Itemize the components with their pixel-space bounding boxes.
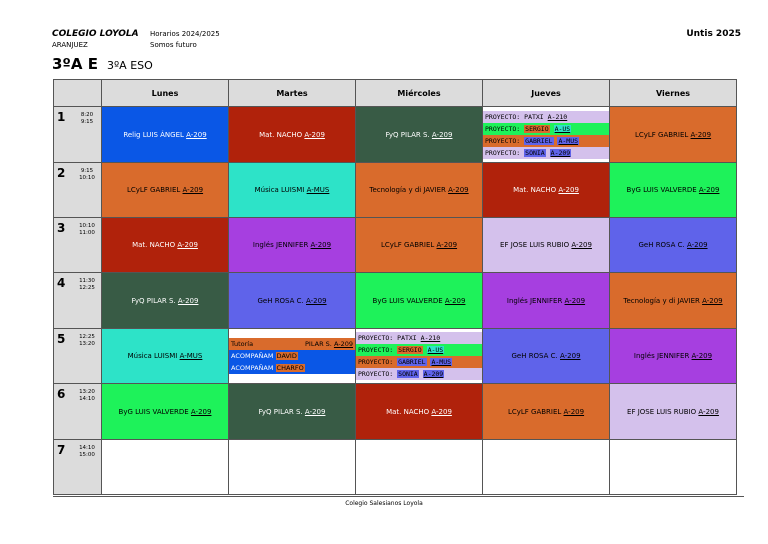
lesson-cell[interactable]: Mat. NACHO A-209 <box>101 217 229 273</box>
period-time: 11:30 12:25 <box>79 278 95 291</box>
empty-cell <box>482 439 610 495</box>
project-line: PROYECTO: SONIA A-209 <box>356 368 482 380</box>
project-line: PROYECTO: GABRIEL A-MUS <box>483 134 609 147</box>
period-number: 6 <box>57 387 66 401</box>
lesson-cell[interactable]: FyQ PILAR S. A-209 <box>101 272 229 329</box>
school-town: ARANJUEZ <box>52 41 88 49</box>
lesson-cell[interactable]: EF JOSE LUIS RUBIO A-209 <box>609 383 737 440</box>
project-line: PROYECTO: GABRIEL A-MUS <box>356 356 482 368</box>
empty-cell <box>609 439 737 495</box>
lesson-cell[interactable]: Inglés JENNIFER A-209 <box>228 217 356 273</box>
lesson-cell[interactable]: GeH ROSA C. A-209 <box>609 217 737 273</box>
lesson-cell[interactable]: FyQ PILAR S. A-209 <box>228 383 356 440</box>
project-line: PROYECTO: SERGIO A-US <box>356 344 482 356</box>
lesson-cell[interactable]: Tecnología y di JAVIER A-209 <box>355 162 483 218</box>
period-5: 5 12:25 13:20 <box>53 328 102 384</box>
empty-cell <box>355 439 483 495</box>
footer-divider <box>53 496 744 497</box>
timetable: Lunes Martes Miércoles Jueves Viernes 1 … <box>53 79 737 495</box>
lesson-cell[interactable]: LCyLF GABRIEL A-209 <box>609 106 737 163</box>
tutoria-cell[interactable]: Tutoría PILAR S. A-209 ACOMPAÑAM DAVID AC… <box>228 328 356 384</box>
lesson-cell[interactable]: Mat. NACHO A-209 <box>482 162 610 218</box>
period-time: 12:25 13:20 <box>79 334 95 347</box>
lesson-cell[interactable]: GeH ROSA C. A-209 <box>482 328 610 384</box>
period-6: 6 13:20 14:10 <box>53 383 102 440</box>
schedule-year: Horarios 2024/2025 <box>150 30 220 38</box>
day-header-jueves: Jueves <box>482 79 610 107</box>
period-time: 14:10 15:00 <box>79 445 95 458</box>
empty-cell <box>101 439 229 495</box>
school-motto: Somos futuro <box>150 41 197 49</box>
period-time: 10:10 11:00 <box>79 223 95 236</box>
lesson-cell[interactable]: LCyLF GABRIEL A-209 <box>355 217 483 273</box>
tutoria-line: Tutoría PILAR S. A-209 <box>229 338 355 350</box>
lesson-cell[interactable]: ByG LUIS VALVERDE A-209 <box>355 272 483 329</box>
lesson-cell[interactable]: Mat. NACHO A-209 <box>228 106 356 163</box>
lesson-cell[interactable]: Tecnología y di JAVIER A-209 <box>609 272 737 329</box>
project-line: PROYECTO: PATXI A-210 <box>483 110 609 123</box>
lesson-cell[interactable]: Música LUISMI A-MUS <box>101 328 229 384</box>
corner-cell <box>53 79 102 107</box>
period-number: 2 <box>57 166 66 180</box>
footer-text: Colegio Salesianos Loyola <box>345 500 423 507</box>
period-2: 2 9:15 10:10 <box>53 162 102 218</box>
class-name: 3ºA ESO <box>107 59 153 72</box>
software-label: Untis 2025 <box>686 29 741 39</box>
period-time: 9:15 10:10 <box>79 168 95 181</box>
project-line: PROYECTO: PATXI A-210 <box>356 332 482 344</box>
lesson-cell[interactable]: ByG LUIS VALVERDE A-209 <box>101 383 229 440</box>
day-header-viernes: Viernes <box>609 79 737 107</box>
lesson-cell[interactable]: Música LUISMI A-MUS <box>228 162 356 218</box>
lesson-cell[interactable]: Inglés JENNIFER A-209 <box>482 272 610 329</box>
day-header-lunes: Lunes <box>101 79 229 107</box>
period-1: 1 8:20 9:15 <box>53 106 102 163</box>
lesson-cell[interactable]: EF JOSE LUIS RUBIO A-209 <box>482 217 610 273</box>
lesson-cell[interactable]: Inglés JENNIFER A-209 <box>609 328 737 384</box>
period-time: 8:20 9:15 <box>80 112 94 125</box>
period-number: 5 <box>57 332 66 346</box>
period-3: 3 10:10 11:00 <box>53 217 102 273</box>
day-header-miercoles: Miércoles <box>355 79 483 107</box>
period-time: 13:20 14:10 <box>79 389 95 402</box>
project-cell[interactable]: PROYECTO: PATXI A-210 PROYECTO: SERGIO A… <box>482 106 610 163</box>
lesson-cell[interactable]: FyQ PILAR S. A-209 <box>355 106 483 163</box>
lesson-cell[interactable]: LCyLF GABRIEL A-209 <box>101 162 229 218</box>
project-line: PROYECTO: SERGIO A-US <box>483 122 609 135</box>
period-number: 4 <box>57 276 66 290</box>
period-number: 7 <box>57 443 66 457</box>
empty-cell <box>228 439 356 495</box>
day-header-martes: Martes <box>228 79 356 107</box>
period-number: 1 <box>57 110 66 124</box>
period-4: 4 11:30 12:25 <box>53 272 102 329</box>
lesson-cell[interactable]: LCyLF GABRIEL A-209 <box>482 383 610 440</box>
acompanamiento-line: ACOMPAÑAM CHARFO <box>229 362 355 374</box>
lesson-cell[interactable]: ByG LUIS VALVERDE A-209 <box>609 162 737 218</box>
project-line: PROYECTO: SONIA A-209 <box>483 146 609 159</box>
period-number: 3 <box>57 221 66 235</box>
lesson-cell[interactable]: Mat. NACHO A-209 <box>355 383 483 440</box>
lesson-cell[interactable]: Relig LUIS ÁNGEL A-209 <box>101 106 229 163</box>
class-code: 3ºA E <box>52 55 98 73</box>
lesson-cell[interactable]: GeH ROSA C. A-209 <box>228 272 356 329</box>
acompanamiento-line: ACOMPAÑAM DAVID <box>229 350 355 362</box>
project-cell[interactable]: PROYECTO: PATXI A-210 PROYECTO: SERGIO A… <box>355 328 483 384</box>
school-name: COLEGIO LOYOLA <box>52 29 139 39</box>
period-7: 7 14:10 15:00 <box>53 439 102 495</box>
